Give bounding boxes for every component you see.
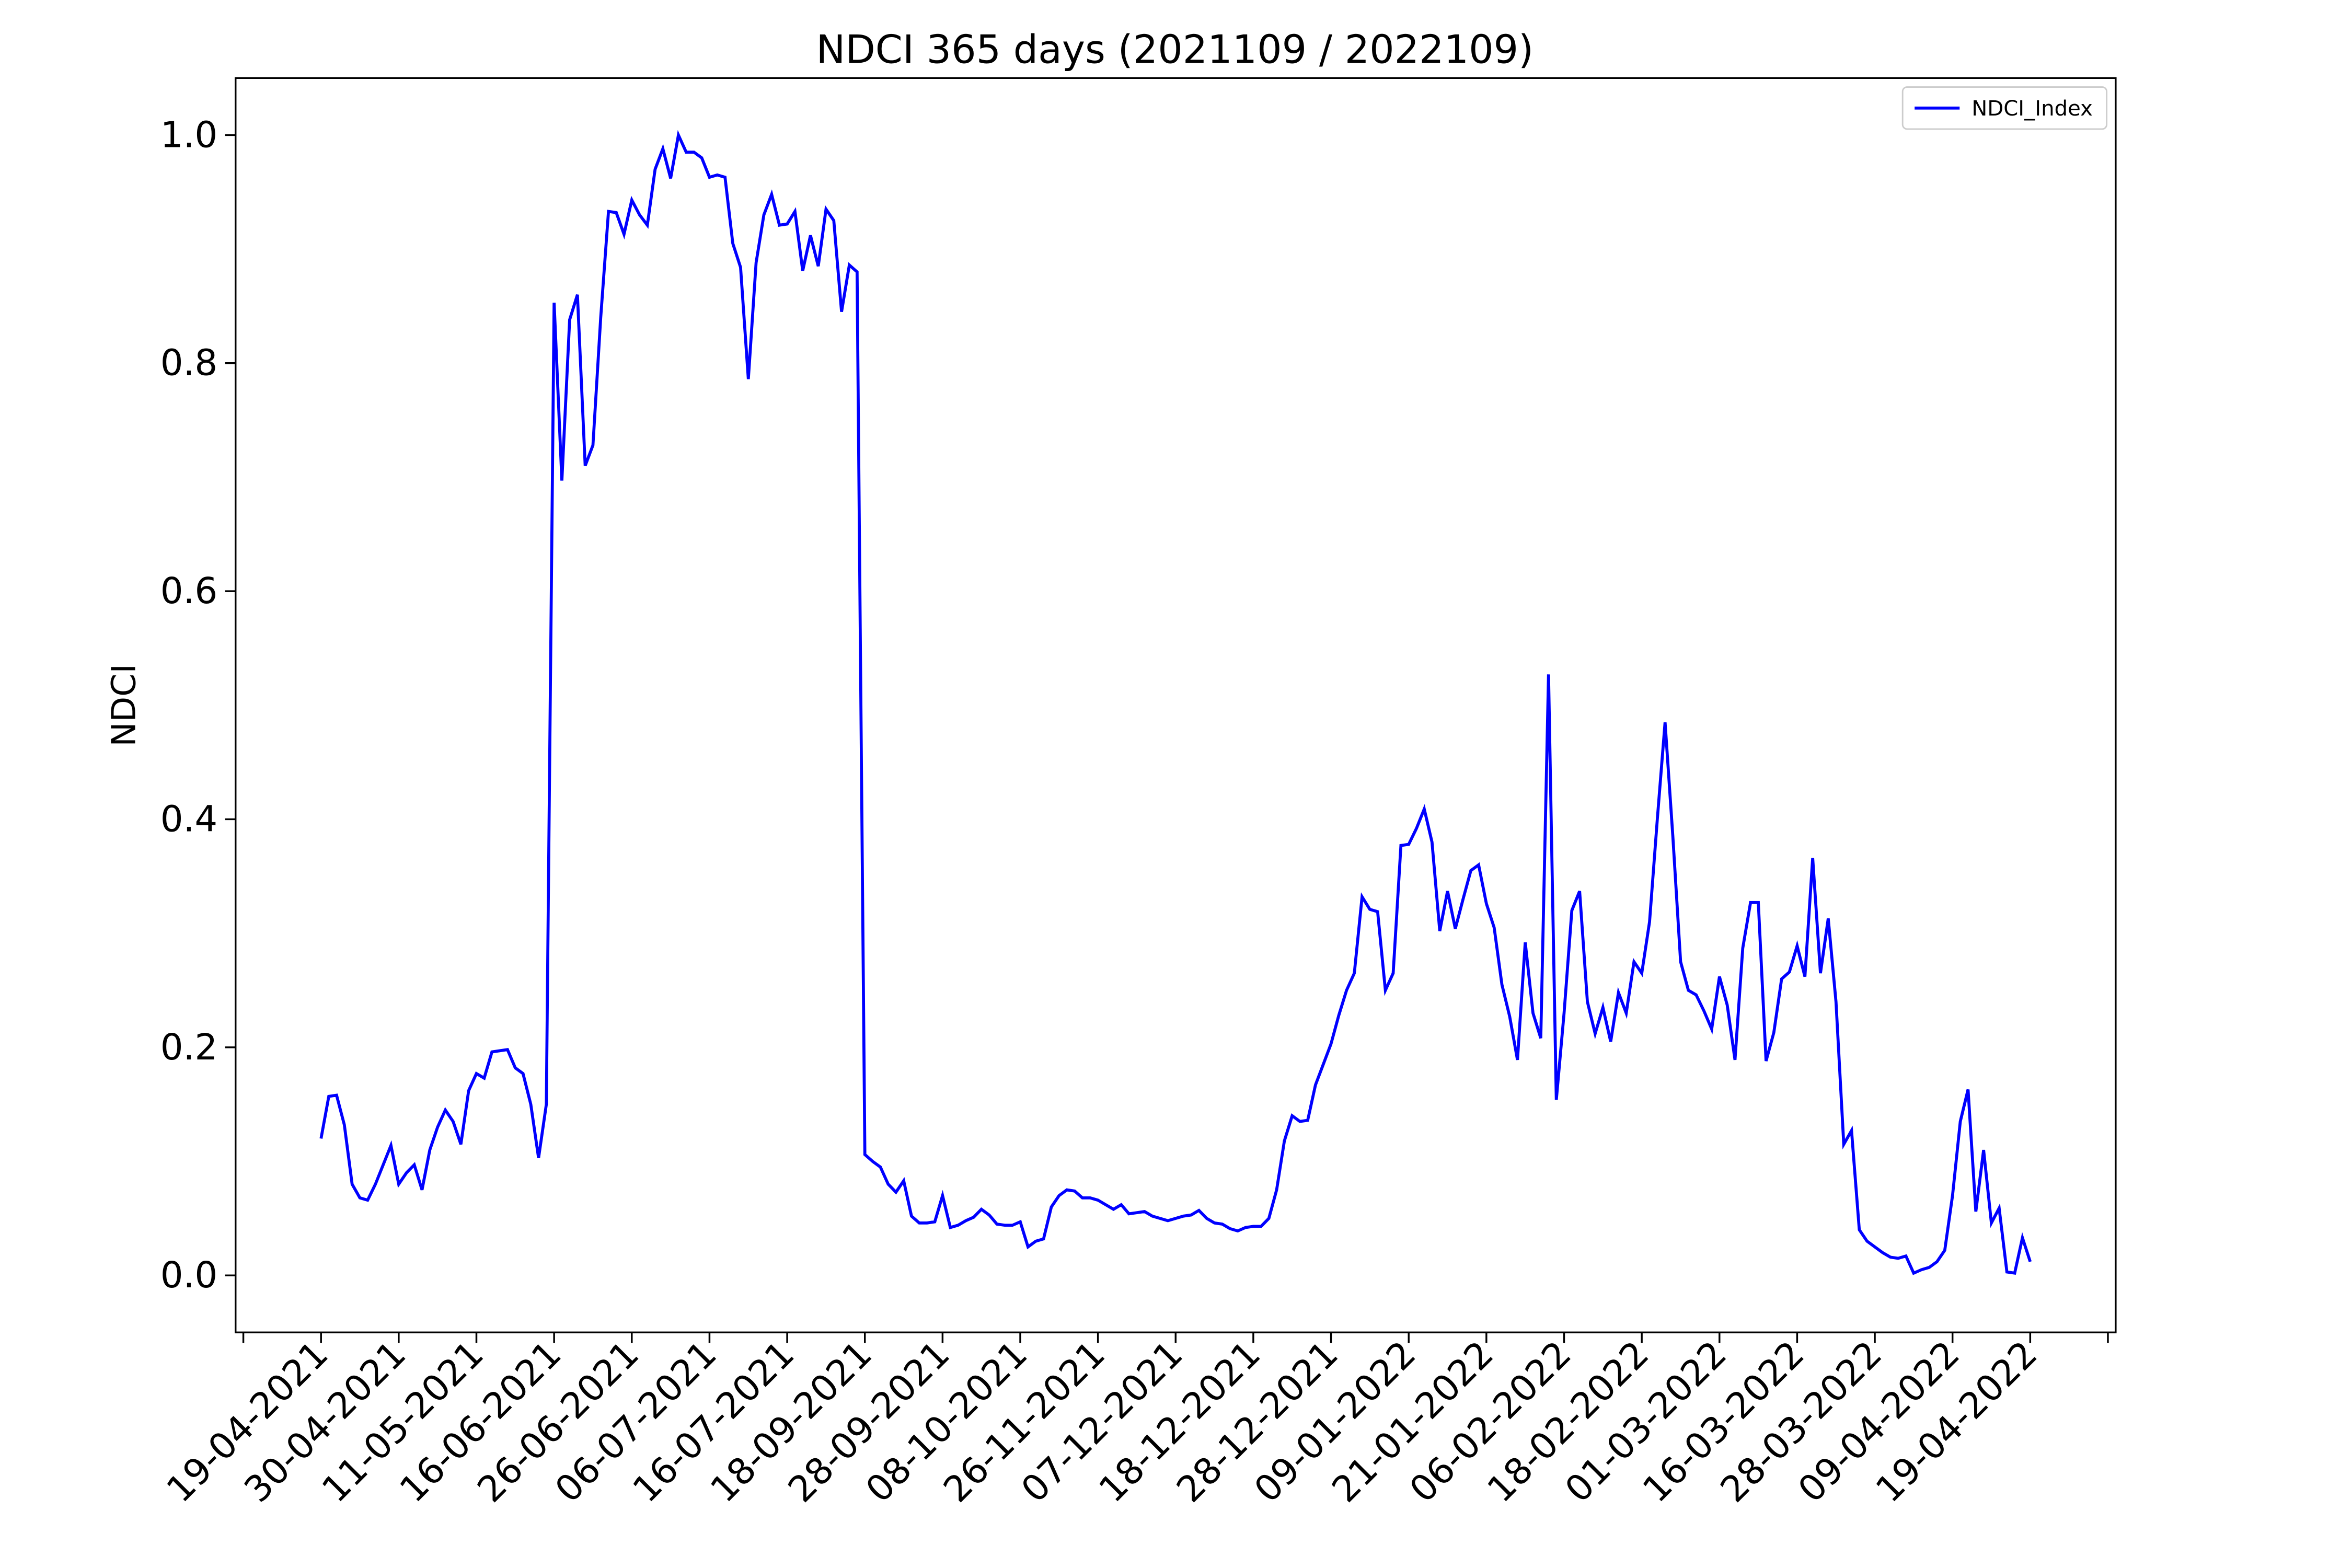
line-series xyxy=(319,130,2032,1275)
y-axis-label: NDCI xyxy=(104,664,143,747)
chart-title: NDCI 365 days (2021109 / 2022109) xyxy=(816,27,1534,73)
legend-box xyxy=(1901,86,2108,130)
y-tick-label: 0.6 xyxy=(160,570,218,612)
plot-frame xyxy=(234,77,2117,1334)
y-tick-label: 0.8 xyxy=(160,342,218,384)
y-tick-label: 0.2 xyxy=(160,1027,218,1068)
y-tick-label: 0.4 xyxy=(160,798,218,840)
legend-label: NDCI_Index xyxy=(1971,97,2093,121)
y-tick-label: 0.0 xyxy=(160,1254,218,1296)
legend: NDCI_Index xyxy=(1901,86,2108,130)
y-tick-label: 1.0 xyxy=(160,114,218,156)
